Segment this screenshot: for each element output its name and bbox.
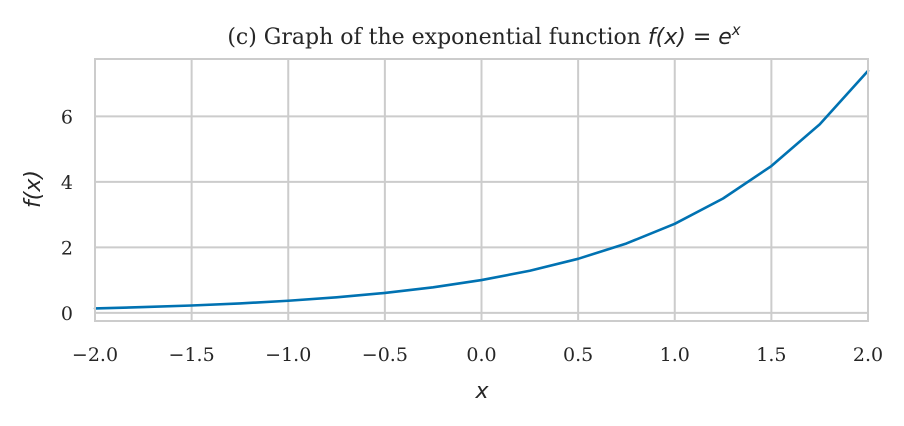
chart-title: (c) Graph of the exponential function f(…	[227, 21, 740, 50]
x-tick-label: −1.0	[265, 344, 311, 366]
plot-frame	[94, 58, 869, 322]
x-tick-label: 1.5	[756, 344, 786, 366]
y-axis-label: f(x)	[21, 170, 46, 208]
chart-title-math: f(x) = e	[648, 25, 732, 50]
chart-title-superscript: x	[731, 21, 741, 39]
y-tick-label: 6	[61, 106, 73, 128]
grid	[94, 59, 869, 321]
x-tick-label: 1.0	[660, 344, 690, 366]
series-group	[93, 69, 870, 310]
x-tick-label: −2.0	[72, 344, 118, 366]
x-tick-label: −1.5	[169, 344, 215, 366]
x-tick-label: 0.0	[466, 344, 496, 366]
x-tick-label: 2.0	[853, 344, 883, 366]
y-tick-label: 4	[61, 172, 73, 194]
x-axis-label: x	[474, 379, 489, 404]
y-tick-label: 2	[61, 237, 73, 259]
x-tick-labels: −2.0 −1.5 −1.0 −0.5 0.0 0.5 1.0 1.5 2.0	[72, 344, 883, 366]
x-tick-label: −0.5	[362, 344, 408, 366]
x-tick-label: 0.5	[563, 344, 593, 366]
y-tick-label: 0	[61, 303, 73, 325]
chart-title-prefix: (c) Graph of the exponential function	[227, 25, 648, 50]
y-tick-labels: 0 2 4 6	[61, 106, 73, 325]
series-line	[93, 69, 870, 310]
